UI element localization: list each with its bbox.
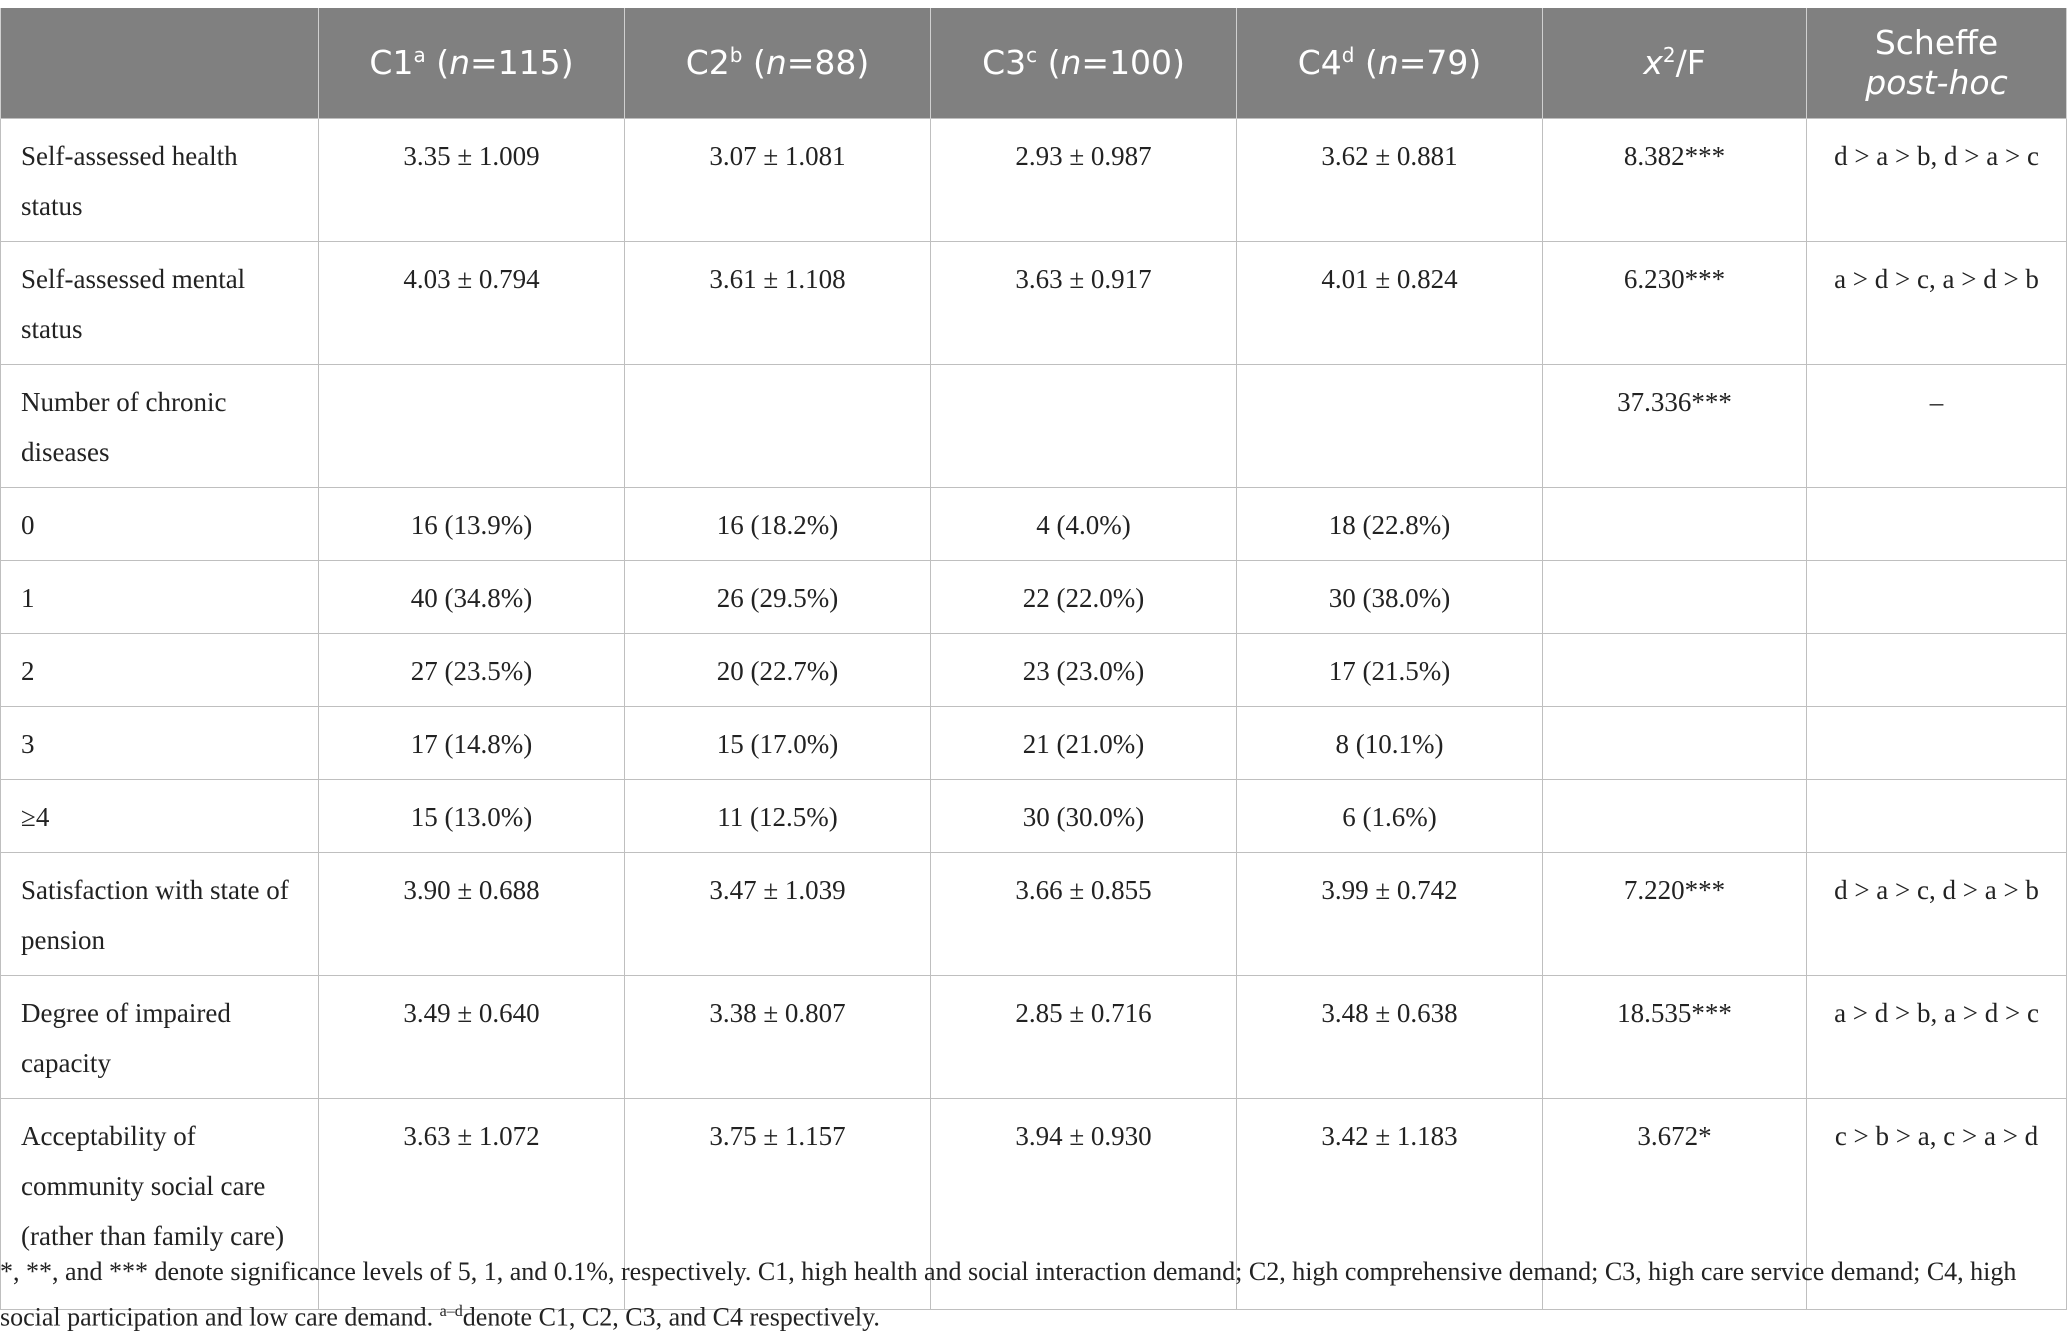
results-table: C1a (n=115) C2b (n=88) C3c (n=100) C4d (…: [0, 8, 2067, 1310]
row-label: 1: [0, 560, 319, 634]
table-row: 3 17 (14.8%) 15 (17.0%) 21 (21.0%) 8 (10…: [0, 706, 2067, 780]
cell-posthoc: d > a > b, d > a > c: [1806, 118, 2067, 242]
cell-stat: [1542, 633, 1807, 707]
cell-c1: 4.03 ± 0.794: [318, 241, 625, 365]
cell-posthoc: [1806, 779, 2067, 853]
row-label: ≥4: [0, 779, 319, 853]
cell-stat: 37.336***: [1542, 364, 1807, 488]
header-c3: C3c (n=100): [930, 8, 1237, 119]
cell-c1: 3.49 ± 0.640: [318, 975, 625, 1099]
table-row: ≥4 15 (13.0%) 11 (12.5%) 30 (30.0%) 6 (1…: [0, 779, 2067, 853]
cell-stat: 3.672*: [1542, 1098, 1807, 1310]
row-label: 0: [0, 487, 319, 561]
cell-c1: 27 (23.5%): [318, 633, 625, 707]
cell-c2: 20 (22.7%): [624, 633, 931, 707]
cell-stat: 18.535***: [1542, 975, 1807, 1099]
cell-posthoc: a > d > c, a > d > b: [1806, 241, 2067, 365]
cell-posthoc: –: [1806, 364, 2067, 488]
cell-c1: 3.35 ± 1.009: [318, 118, 625, 242]
cell-c4: [1236, 364, 1543, 488]
cell-c4: 3.99 ± 0.742: [1236, 852, 1543, 976]
header-c4: C4d (n=79): [1236, 8, 1543, 119]
cell-c2: 3.07 ± 1.081: [624, 118, 931, 242]
table-row: 2 27 (23.5%) 20 (22.7%) 23 (23.0%) 17 (2…: [0, 633, 2067, 707]
cell-c4: 18 (22.8%): [1236, 487, 1543, 561]
cell-c2: 3.61 ± 1.108: [624, 241, 931, 365]
cell-stat: 7.220***: [1542, 852, 1807, 976]
row-label: Number of chronic diseases: [0, 364, 319, 488]
cell-posthoc: [1806, 560, 2067, 634]
cell-c3: 3.63 ± 0.917: [930, 241, 1237, 365]
row-label: Acceptability of community social care (…: [0, 1098, 319, 1310]
cell-c3: 22 (22.0%): [930, 560, 1237, 634]
cell-c2: 3.47 ± 1.039: [624, 852, 931, 976]
cell-stat: [1542, 779, 1807, 853]
cell-c4: 4.01 ± 0.824: [1236, 241, 1543, 365]
table-row: Self-assessed mental status 4.03 ± 0.794…: [0, 241, 2067, 365]
cell-c4: 3.42 ± 1.183: [1236, 1098, 1543, 1310]
cell-c1: 16 (13.9%): [318, 487, 625, 561]
cell-c1: [318, 364, 625, 488]
cell-c2: 3.75 ± 1.157: [624, 1098, 931, 1310]
cell-posthoc: a > d > b, a > d > c: [1806, 975, 2067, 1099]
header-blank: [0, 8, 319, 119]
cell-stat: 8.382***: [1542, 118, 1807, 242]
cell-c2: 11 (12.5%): [624, 779, 931, 853]
row-label: 3: [0, 706, 319, 780]
cell-stat: [1542, 487, 1807, 561]
row-label: Satisfaction with state of pension: [0, 852, 319, 976]
cell-c1: 3.90 ± 0.688: [318, 852, 625, 976]
cell-c4: 3.62 ± 0.881: [1236, 118, 1543, 242]
row-label: Self-assessed health status: [0, 118, 319, 242]
cell-c2: 15 (17.0%): [624, 706, 931, 780]
cell-c4: 6 (1.6%): [1236, 779, 1543, 853]
header-posthoc: Scheffe post-hoc: [1806, 8, 2067, 119]
cell-c3: 3.66 ± 0.855: [930, 852, 1237, 976]
cell-c3: 2.85 ± 0.716: [930, 975, 1237, 1099]
cell-c3: 23 (23.0%): [930, 633, 1237, 707]
cell-posthoc: d > a > c, d > a > b: [1806, 852, 2067, 976]
cell-c2: 26 (29.5%): [624, 560, 931, 634]
cell-c2: 3.38 ± 0.807: [624, 975, 931, 1099]
header-row: C1a (n=115) C2b (n=88) C3c (n=100) C4d (…: [0, 8, 2067, 119]
cell-c3: 3.94 ± 0.930: [930, 1098, 1237, 1310]
cell-stat: [1542, 706, 1807, 780]
cell-posthoc: [1806, 706, 2067, 780]
cell-posthoc: [1806, 487, 2067, 561]
cell-c1: 15 (13.0%): [318, 779, 625, 853]
cell-posthoc: [1806, 633, 2067, 707]
cell-posthoc: c > b > a, c > a > d: [1806, 1098, 2067, 1310]
cell-c4: 8 (10.1%): [1236, 706, 1543, 780]
table-row: 0 16 (13.9%) 16 (18.2%) 4 (4.0%) 18 (22.…: [0, 487, 2067, 561]
cell-c1: 17 (14.8%): [318, 706, 625, 780]
cell-c3: 21 (21.0%): [930, 706, 1237, 780]
cell-c4: 30 (38.0%): [1236, 560, 1543, 634]
table-row: 1 40 (34.8%) 26 (29.5%) 22 (22.0%) 30 (3…: [0, 560, 2067, 634]
table-container: C1a (n=115) C2b (n=88) C3c (n=100) C4d (…: [0, 8, 2067, 1310]
cell-c3: 4 (4.0%): [930, 487, 1237, 561]
table-row: Self-assessed health status 3.35 ± 1.009…: [0, 118, 2067, 242]
row-label: 2: [0, 633, 319, 707]
cell-c3: 30 (30.0%): [930, 779, 1237, 853]
table-row: Number of chronic diseases 37.336*** –: [0, 364, 2067, 488]
cell-c2: 16 (18.2%): [624, 487, 931, 561]
cell-c1: 40 (34.8%): [318, 560, 625, 634]
table-row: Acceptability of community social care (…: [0, 1098, 2067, 1310]
cell-c4: 3.48 ± 0.638: [1236, 975, 1543, 1099]
cell-c2: [624, 364, 931, 488]
header-c1: C1a (n=115): [318, 8, 625, 119]
row-label: Degree of impaired capacity: [0, 975, 319, 1099]
cell-stat: [1542, 560, 1807, 634]
cell-stat: 6.230***: [1542, 241, 1807, 365]
cell-c3: [930, 364, 1237, 488]
cell-c4: 17 (21.5%): [1236, 633, 1543, 707]
cell-c3: 2.93 ± 0.987: [930, 118, 1237, 242]
header-stat: x2/F: [1542, 8, 1807, 119]
table-row: Satisfaction with state of pension 3.90 …: [0, 852, 2067, 976]
table-row: Degree of impaired capacity 3.49 ± 0.640…: [0, 975, 2067, 1099]
table-footnote: *, **, and *** denote significance level…: [0, 1257, 2017, 1332]
header-c2: C2b (n=88): [624, 8, 931, 119]
row-label: Self-assessed mental status: [0, 241, 319, 365]
